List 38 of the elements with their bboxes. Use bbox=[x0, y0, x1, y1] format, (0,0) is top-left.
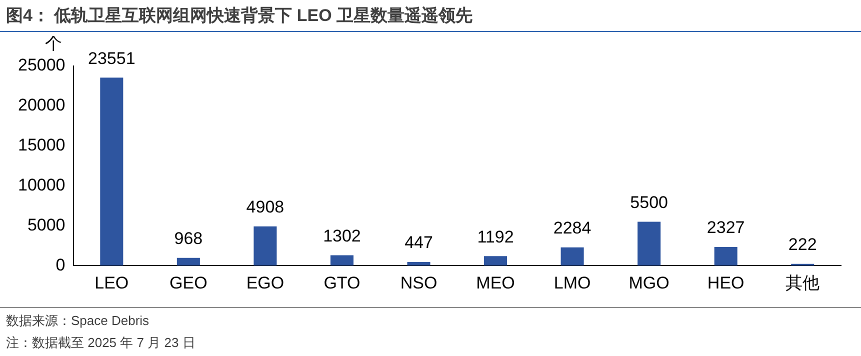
data-label: 447 bbox=[404, 233, 433, 252]
y-tick-label: 25000 bbox=[18, 56, 66, 75]
bar bbox=[254, 226, 277, 266]
chart-title: 图4： 低轨卫星互联网组网快速背景下 LEO 卫星数量遥遥领先 bbox=[6, 5, 473, 27]
x-tick-label: MEO bbox=[476, 273, 515, 292]
bar bbox=[560, 247, 584, 266]
data-label: 1192 bbox=[477, 227, 514, 246]
bar bbox=[100, 78, 124, 266]
data-label: 2284 bbox=[553, 218, 592, 238]
data-label: 968 bbox=[174, 229, 203, 248]
text: 注：数据截至 2025 年 7 月 23 日 bbox=[6, 334, 196, 352]
x-tick-label: 其他 bbox=[786, 273, 820, 292]
x-tick-label: HEO bbox=[707, 273, 744, 292]
bar bbox=[638, 222, 661, 266]
source-note: 数据来源：Space Debris bbox=[6, 312, 150, 330]
x-tick-label: MGO bbox=[628, 273, 670, 292]
x-tick-label: NSO bbox=[400, 273, 438, 292]
data-label: 1302 bbox=[323, 226, 361, 246]
x-tick-label: GEO bbox=[170, 273, 208, 292]
y-tick-label: 5000 bbox=[27, 215, 66, 234]
data-label: 2327 bbox=[706, 218, 745, 238]
bar bbox=[714, 247, 738, 266]
bar bbox=[176, 258, 200, 266]
data-label: 4908 bbox=[246, 198, 284, 217]
y-tick-label: 15000 bbox=[18, 136, 66, 155]
bar bbox=[484, 256, 508, 266]
y-tick-label: 10000 bbox=[18, 175, 66, 194]
data-label: 5500 bbox=[630, 192, 668, 212]
data-label: 23551 bbox=[88, 48, 136, 68]
x-tick-label: LEO bbox=[94, 273, 129, 292]
x-tick-label: LMO bbox=[554, 273, 591, 292]
x-tick-label: GTO bbox=[324, 273, 360, 292]
bar bbox=[407, 262, 430, 266]
data-label: 222 bbox=[788, 235, 817, 254]
x-tick-label: EGO bbox=[246, 273, 284, 292]
y-tick-label: 20000 bbox=[18, 96, 66, 115]
y-tick-label: 0 bbox=[56, 255, 66, 274]
bar bbox=[330, 255, 354, 266]
